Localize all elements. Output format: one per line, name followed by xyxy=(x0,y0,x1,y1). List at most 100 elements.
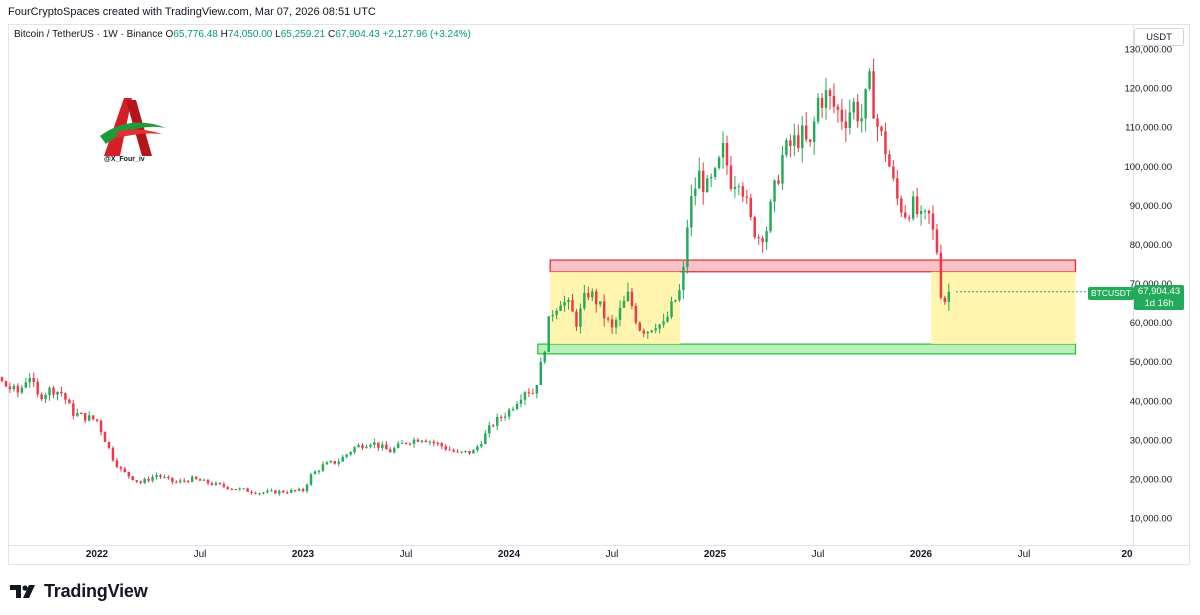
candle-body xyxy=(444,446,447,450)
candle-body xyxy=(595,291,598,305)
candle-body xyxy=(690,195,693,228)
candle-body xyxy=(911,196,915,219)
candle-body xyxy=(107,441,111,448)
candle-body xyxy=(583,292,586,309)
candle-body xyxy=(246,488,249,492)
candle-body xyxy=(321,464,325,471)
y-tick-label: 60,000.00 xyxy=(1130,318,1172,329)
candle-body xyxy=(183,480,186,482)
candle-body xyxy=(563,302,566,306)
candle-body xyxy=(670,301,673,317)
candle-body xyxy=(804,125,808,140)
candle-body xyxy=(111,447,115,461)
candle-body xyxy=(523,392,527,400)
candle-body xyxy=(175,481,178,483)
candle-body xyxy=(642,330,646,334)
candle-body xyxy=(876,118,879,127)
candle-body xyxy=(448,449,451,451)
candle-body xyxy=(884,131,887,155)
candle-body xyxy=(947,291,951,302)
candle-body xyxy=(297,488,301,491)
candle-body xyxy=(848,112,852,128)
candle-body xyxy=(167,476,170,478)
candle-body xyxy=(725,142,729,166)
candle-body xyxy=(492,425,495,427)
y-tick-label: 80,000.00 xyxy=(1130,240,1172,251)
tradingview-icon xyxy=(10,585,35,598)
x-tick-label: Jul xyxy=(812,549,825,560)
candle-body xyxy=(40,394,43,400)
bar-countdown: 1d 16h xyxy=(1144,298,1174,309)
open-value: 65,776.48 xyxy=(173,29,218,40)
candle-body xyxy=(301,488,305,492)
candle-body xyxy=(836,106,840,110)
candle-body xyxy=(527,392,531,394)
close-value: 67,904.43 xyxy=(335,29,380,40)
candle-body xyxy=(591,291,594,298)
candle-body xyxy=(76,413,79,416)
candle-body xyxy=(503,416,507,418)
candle-body xyxy=(539,361,543,386)
candle-body xyxy=(218,482,222,485)
candle-body xyxy=(820,97,824,108)
candle-body xyxy=(824,90,828,108)
candle-body xyxy=(131,476,134,481)
y-tick-label: 40,000.00 xyxy=(1130,396,1172,407)
candle-body xyxy=(440,443,443,447)
candle-body xyxy=(95,419,99,421)
currency-button[interactable]: USDT xyxy=(1134,28,1184,46)
x-tick-label: 2023 xyxy=(292,549,315,560)
candle-body xyxy=(139,481,142,483)
candle-body xyxy=(749,197,752,218)
x-tick-label: 20 xyxy=(1121,549,1133,560)
candle-body xyxy=(721,142,725,158)
x-tick-label: Jul xyxy=(400,549,413,560)
y-tick-label: 130,000.00 xyxy=(1124,45,1172,56)
candle-body xyxy=(309,474,313,485)
candle-body xyxy=(559,305,562,311)
candle-body xyxy=(329,461,333,463)
candle-body xyxy=(373,442,376,445)
candle-body xyxy=(761,238,764,243)
tradingview-logo[interactable]: TradingView xyxy=(10,578,148,604)
candle-body xyxy=(507,409,511,417)
candle-body xyxy=(147,478,150,481)
candle-body xyxy=(531,393,535,395)
candle-body xyxy=(555,310,558,316)
high-value: 74,050.00 xyxy=(227,29,273,40)
candle-body xyxy=(915,196,919,215)
candle-body xyxy=(789,140,792,146)
candle-body xyxy=(119,466,123,469)
candle-body xyxy=(408,443,412,445)
candle-body xyxy=(210,483,214,485)
candle-body xyxy=(733,186,737,189)
candle-body xyxy=(171,477,174,482)
candle-body xyxy=(579,308,582,327)
candle-body xyxy=(72,403,75,416)
candle-body xyxy=(686,227,689,267)
candle-body xyxy=(28,377,31,383)
candle-body xyxy=(765,231,768,243)
candle-body xyxy=(622,300,626,308)
candle-body xyxy=(698,170,701,189)
candle-body xyxy=(646,331,649,334)
candle-body xyxy=(816,97,820,122)
candle-body xyxy=(535,385,539,394)
candle-body xyxy=(163,476,166,478)
tradingview-wordmark: TradingView xyxy=(44,580,148,601)
candle-body xyxy=(305,484,309,492)
y-tick-label: 100,000.00 xyxy=(1124,162,1172,173)
candle-body xyxy=(745,196,749,198)
candle-body xyxy=(242,488,245,490)
candle-body xyxy=(634,306,638,323)
chart-header-title: FourCryptoSpaces created with TradingVie… xyxy=(8,6,376,18)
x-tick-label: Jul xyxy=(1018,549,1031,560)
candle-body xyxy=(808,139,812,142)
candle-body xyxy=(24,382,28,388)
candle-body xyxy=(737,186,741,188)
candle-body xyxy=(12,385,16,390)
candle-body xyxy=(266,490,269,493)
candle-body xyxy=(214,482,218,485)
last-price-tag: 67,904.43 1d 16h xyxy=(1134,285,1184,310)
